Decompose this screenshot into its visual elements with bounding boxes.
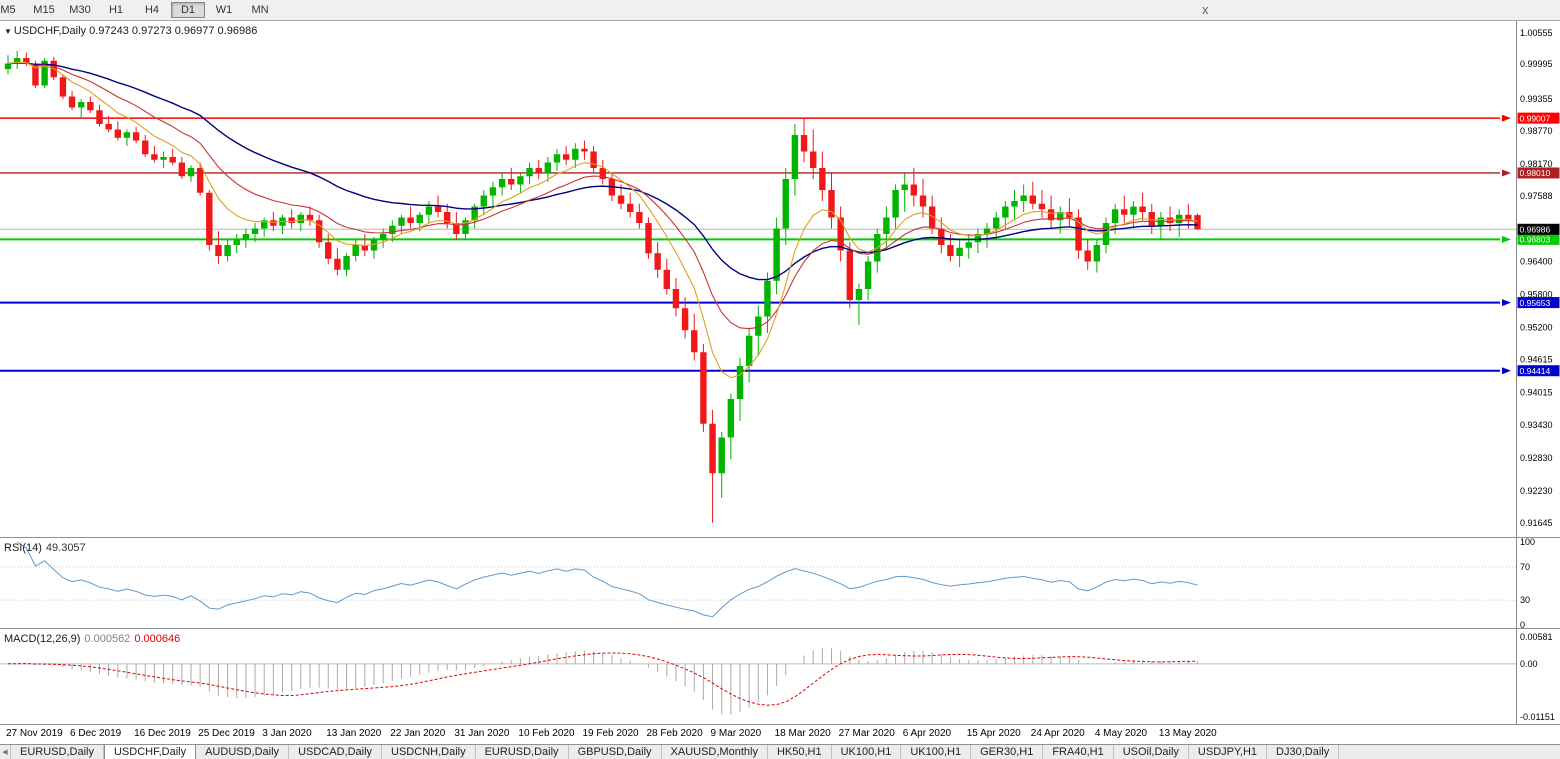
chart-tab-fra40-h1[interactable]: FRA40,H1 [1043,745,1114,759]
timeframe-button-m5[interactable]: M5 [0,4,16,16]
svg-text:0: 0 [1520,620,1525,629]
chart-tab-usdcad-daily[interactable]: USDCAD,Daily [289,745,383,759]
svg-text:70: 70 [1520,562,1530,572]
date-axis-label: 27 Nov 2019 [6,728,63,739]
date-axis-label: 10 Feb 2020 [518,728,575,739]
svg-text:0.94615: 0.94615 [1520,355,1553,365]
main-chart-panel: 1.00555 0.99995 0.99355 0.98770 0.98170 0.975… [0,21,1560,537]
timeframe-button-m30[interactable]: M30 [69,4,91,16]
svg-text:0.96986: 0.96986 [1520,224,1551,234]
macd-main-value: 0.000562 [84,633,131,645]
svg-text:0.94015: 0.94015 [1520,388,1553,398]
date-axis-label: 3 Jan 2020 [262,728,312,739]
svg-text:100: 100 [1520,538,1535,547]
timeframe-button-mn[interactable]: MN [251,4,269,16]
svg-text:0.95800: 0.95800 [1520,289,1553,299]
close-icon[interactable]: x [1202,2,1209,17]
svg-text:0.91645: 0.91645 [1520,518,1553,528]
chart-tab-dj30-daily[interactable]: DJ30,Daily [1267,745,1340,759]
svg-text:0.00581: 0.00581 [1520,632,1553,642]
chart-title: ▼ USDCHF,Daily 0.97243 0.97273 0.96977 0.… [4,25,257,37]
chart-tab-uk100-h1[interactable]: UK100,H1 [832,745,902,759]
date-axis-label: 27 Mar 2020 [838,728,895,739]
chart-tab-usoil-daily[interactable]: USOil,Daily [1114,745,1189,759]
svg-text:0.98770: 0.98770 [1520,126,1553,136]
macd-chart-canvas[interactable]: 0.00581 0.00 -0.01151 [0,629,1560,725]
svg-text:1.00555: 1.00555 [1520,28,1553,38]
macd-signal-value: 0.000646 [134,633,181,645]
date-axis-label: 31 Jan 2020 [454,728,510,739]
date-axis-label: 19 Feb 2020 [582,728,639,739]
timeframe-button-h1[interactable]: H1 [108,4,124,16]
svg-text:0.92830: 0.92830 [1520,453,1553,463]
timeframe-button-d1[interactable]: D1 [171,2,205,18]
svg-text:0.92230: 0.92230 [1520,486,1553,496]
timeframe-button-h4[interactable]: H4 [144,4,160,16]
date-axis-label: 28 Feb 2020 [646,728,703,739]
date-axis-label: 24 Apr 2020 [1030,728,1085,739]
date-axis-label: 25 Dec 2019 [198,728,255,739]
macd-indicator-name: MACD(12,26,9) [4,633,81,645]
date-axis-label: 16 Dec 2019 [134,728,191,739]
timeframe-toolbar: M5 M15 M30 H1 H4 D1 W1 MN x [0,0,1560,21]
svg-text:0.95653: 0.95653 [1520,298,1551,308]
chart-tab-xauusd-monthly[interactable]: XAUUSD,Monthly [662,745,768,759]
date-axis-label: 18 Mar 2020 [774,728,831,739]
chart-tab-hk50-h1[interactable]: HK50,H1 [768,745,832,759]
rsi-value: 49.3057 [45,542,86,554]
chart-tab-eurusd-daily[interactable]: EURUSD,Daily [11,745,104,759]
svg-text:0.95200: 0.95200 [1520,322,1553,332]
svg-text:0.93430: 0.93430 [1520,420,1553,430]
date-axis-label: 22 Jan 2020 [390,728,446,739]
chart-tab-usdcnh-daily[interactable]: USDCNH,Daily [382,745,476,759]
chart-tab-usdchf-daily[interactable]: USDCHF,Daily [103,745,197,759]
chart-tab-usdjpy-h1[interactable]: USDJPY,H1 [1189,745,1268,759]
date-axis-label: 6 Dec 2019 [70,728,122,739]
date-axis-label: 9 Mar 2020 [710,728,762,739]
macd-label: MACD(12,26,9) 0.000562 0.000646 [4,633,180,645]
rsi-label: RSI(14) 49.3057 [4,542,86,554]
date-axis-label: 13 Jan 2020 [326,728,382,739]
svg-text:0.99007: 0.99007 [1520,113,1551,123]
svg-text:0.00: 0.00 [1520,659,1538,669]
date-axis-label: 6 Apr 2020 [902,728,952,739]
rsi-panel: 100 70 30 0 RSI(14) 49.3057 [0,537,1560,630]
svg-text:0.96803: 0.96803 [1520,235,1551,245]
svg-text:0.99355: 0.99355 [1520,94,1553,104]
svg-text:0.98010: 0.98010 [1520,168,1551,178]
svg-text:0.96400: 0.96400 [1520,257,1553,267]
chart-title-text: USDCHF,Daily 0.97243 0.97273 0.96977 0.9… [13,25,258,37]
chart-tab-uk100-h1[interactable]: UK100,H1 [901,745,972,759]
chart-tab-bar: ◀ EURUSD,Daily USDCHF,Daily AUDUSD,Daily US… [0,744,1560,759]
timeframe-button-w1[interactable]: W1 [215,4,233,16]
svg-text:0.94414: 0.94414 [1520,366,1551,376]
chart-tab-eurusd-daily[interactable]: EURUSD,Daily [476,745,569,759]
svg-text:30: 30 [1520,595,1530,605]
timeframe-button-m15[interactable]: M15 [33,4,55,16]
price-chart-canvas[interactable]: 1.00555 0.99995 0.99355 0.98770 0.98170 0.975… [0,21,1560,537]
timeframe-button-group: M5 M15 M30 H1 H4 D1 W1 MN [0,0,1560,20]
date-axis-label: 4 May 2020 [1094,728,1148,739]
svg-text:0.98170: 0.98170 [1520,159,1553,169]
chart-tab-gbpusd-daily[interactable]: GBPUSD,Daily [569,745,662,759]
rsi-indicator-name: RSI(14) [4,542,42,554]
chart-tab-ger30-h1[interactable]: GER30,H1 [971,745,1044,759]
tab-scroll-left-icon[interactable]: ◀ [0,745,11,759]
date-axis-label: 15 Apr 2020 [966,728,1021,739]
svg-text:0.97588: 0.97588 [1520,191,1553,201]
svg-text:0.99995: 0.99995 [1520,59,1553,69]
macd-panel: 0.00581 0.00 -0.01151 MACD(12,26,9) 0.00056… [0,628,1560,725]
chart-marker-icon: ▼ [4,27,12,36]
date-axis-label: 13 May 2020 [1158,728,1217,739]
svg-text:-0.01151: -0.01151 [1520,712,1555,722]
rsi-chart-canvas[interactable]: 100 70 30 0 [0,537,1560,630]
chart-tab-audusd-daily[interactable]: AUDUSD,Daily [196,745,290,759]
date-axis[interactable]: 27 Nov 2019 6 Dec 2019 16 Dec 2019 25 Dec 2… [0,724,1560,744]
